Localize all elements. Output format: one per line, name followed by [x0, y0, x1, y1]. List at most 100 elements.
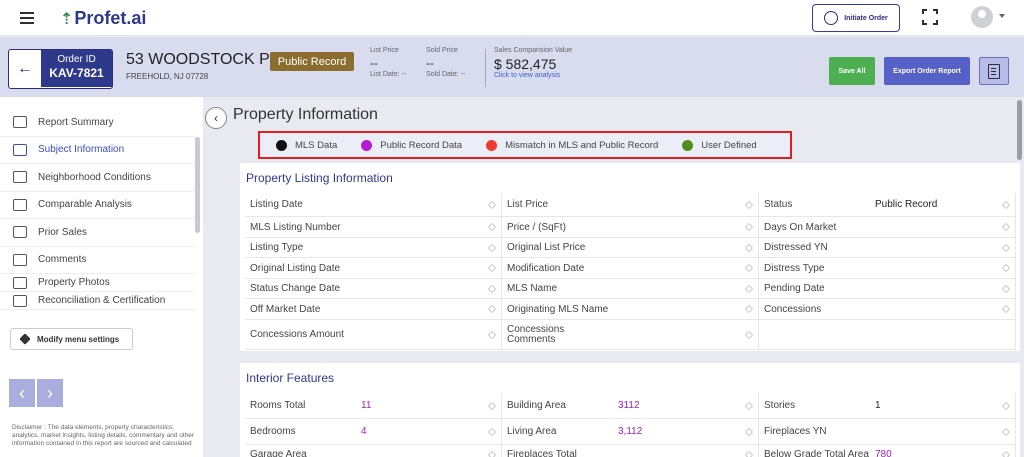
edit-pencil-icon[interactable] [744, 243, 754, 252]
scv-label: Sales Comparision Value [494, 47, 573, 54]
edit-pencil-icon[interactable] [1001, 304, 1011, 314]
sidebar-item-report-summary[interactable]: Report Summary [0, 109, 195, 137]
legend-item-mismatch: Mismatch in MLS and Public Record [486, 139, 658, 151]
edit-pencil-icon[interactable] [487, 263, 497, 273]
save-all-button[interactable]: Save All [829, 57, 875, 85]
edit-pencil-icon[interactable] [487, 450, 497, 457]
edit-pencil-icon[interactable] [487, 330, 497, 339]
order-id-value: KAV-7821 [49, 66, 104, 80]
edit-pencil-icon[interactable] [487, 401, 497, 410]
edit-pencil-icon[interactable] [744, 401, 754, 410]
field-distressed-yn: Distressed YN [759, 238, 1016, 257]
export-order-report-button[interactable]: Export Order Report [884, 57, 970, 85]
list-price-label: List Price [370, 47, 399, 54]
sidebar-item-label: Report Summary [38, 116, 114, 128]
edit-pencil-icon[interactable] [744, 427, 754, 436]
edit-pencil-icon[interactable] [1001, 284, 1011, 293]
field-label: Status [764, 199, 793, 210]
edit-pencil-icon[interactable] [744, 284, 754, 293]
sidebar-item-subject-information[interactable]: Subject Information [0, 137, 195, 164]
back-arrow-icon[interactable]: ← [17, 59, 33, 77]
sidebar-item-reconciliation-certification[interactable]: Reconciliation & Certification [0, 292, 195, 310]
edit-pencil-icon[interactable] [744, 222, 754, 232]
field-value: 4 [361, 426, 367, 437]
menu-icon[interactable] [20, 12, 34, 27]
edit-pencil-icon[interactable] [487, 200, 497, 209]
edit-pencil-icon[interactable] [744, 450, 754, 457]
field-price-sqft: Price / (SqFt) [502, 217, 759, 237]
field-modification-date: Modification Date [502, 258, 759, 278]
edit-pencil-icon[interactable] [744, 304, 754, 314]
sidebar-item-label: Subject Information [38, 144, 125, 156]
edit-pencil-icon[interactable] [1001, 401, 1011, 410]
sidebar-item-neighborhood-conditions[interactable]: Neighborhood Conditions [0, 164, 195, 192]
edit-pencil-icon[interactable] [1001, 450, 1011, 457]
document-button[interactable] [979, 57, 1009, 85]
field-concessions-comments: Concessions Comments [502, 320, 759, 349]
field-listing-type: Listing Type [245, 238, 502, 257]
edit-pencil-icon[interactable] [1001, 222, 1011, 232]
view-analysis-link[interactable]: Click to view analysis [494, 72, 561, 79]
legend-label: Public Record Data [380, 139, 463, 151]
chevron-down-icon[interactable] [999, 14, 1005, 18]
field-value: Public Record [875, 199, 938, 210]
city-icon [13, 171, 27, 184]
legend-label: MLS Data [295, 139, 338, 151]
main-scrollbar[interactable] [1017, 100, 1022, 160]
field-row: Concessions Amount Concessions Comments [245, 320, 1016, 350]
collapse-sidebar-button[interactable]: ‹ [205, 107, 227, 129]
field-originating-mls-name: Originating MLS Name [502, 299, 759, 319]
sold-price-label: Sold Price [426, 47, 458, 54]
edit-pencil-icon[interactable] [1001, 200, 1011, 209]
edit-pencil-icon[interactable] [1001, 427, 1011, 436]
sidebar-item-comments[interactable]: Comments [0, 247, 195, 274]
edit-pencil-icon[interactable] [1001, 243, 1011, 252]
logo-mark-icon: ⇡ [60, 11, 74, 28]
initiate-order-button[interactable]: Initiate Order [812, 4, 900, 32]
chevron-left-icon: ‹ [214, 111, 218, 125]
mls-dot-icon [276, 139, 287, 151]
sidebar-scrollbar[interactable] [195, 137, 200, 233]
avatar[interactable] [971, 6, 993, 28]
edit-pencil-icon[interactable] [487, 284, 497, 293]
sidebar-item-prior-sales[interactable]: Prior Sales [0, 219, 195, 247]
field-label: Stories [764, 400, 796, 411]
field-row: Garage Area Fireplaces Total Below Grade T… [245, 445, 1016, 457]
section-title: Property Listing Information [246, 171, 393, 185]
interior-grid: Rooms Total 11 Building Area 3112 Stories 1 Be… [245, 393, 1016, 457]
property-city: FREEHOLD, NJ 07728 [126, 72, 209, 81]
previous-arrow-icon[interactable]: ‹ [8, 378, 36, 408]
report-icon [13, 116, 27, 129]
field-row: Listing Date List Price Status Public Recor… [245, 193, 1016, 217]
field-empty [759, 320, 1016, 349]
edit-pencil-icon[interactable] [487, 427, 497, 436]
sidebar-item-comparable-analysis[interactable]: Comparable Analysis [0, 192, 195, 219]
next-arrow-icon[interactable]: › [36, 378, 64, 408]
field-below-grade-total-area: Below Grade Total Area 780 [759, 445, 1016, 457]
edit-pencil-icon[interactable] [744, 263, 754, 273]
legend-label: User Defined [701, 139, 757, 151]
edit-pencil-icon[interactable] [1001, 263, 1011, 273]
logo[interactable]: ⇡Profet.ai [60, 8, 146, 29]
edit-pencil-icon[interactable] [487, 304, 497, 314]
property-address: 53 WOODSTOCK PL [126, 51, 279, 68]
sidebar-item-label: Neighborhood Conditions [38, 171, 151, 183]
field-original-list-price: Original List Price [502, 238, 759, 257]
edit-pencil-icon[interactable] [744, 200, 754, 209]
comment-icon [13, 253, 27, 266]
modify-menu-settings-button[interactable]: Modify menu settings [10, 328, 133, 350]
sidebar-item-property-photos[interactable]: Property Photos [0, 274, 195, 292]
edit-pencil-icon[interactable] [487, 243, 497, 252]
scv-value: $ 582,475 [494, 56, 557, 72]
initiate-order-label: Initiate Order [844, 14, 888, 22]
sidebar-menu: Report Summary Subject Information Neigh… [0, 109, 195, 310]
edit-pencil-icon[interactable] [744, 330, 754, 339]
field-label: Living Area [507, 426, 557, 437]
field-label: Concessions [764, 303, 822, 315]
fullscreen-icon[interactable] [922, 9, 938, 25]
field-garage-area: Garage Area [245, 445, 502, 457]
field-days-on-market: Days On Market [759, 217, 1016, 237]
edit-pencil-icon[interactable] [487, 222, 497, 232]
field-label: Rooms Total [250, 400, 306, 411]
certificate-icon [13, 294, 27, 307]
